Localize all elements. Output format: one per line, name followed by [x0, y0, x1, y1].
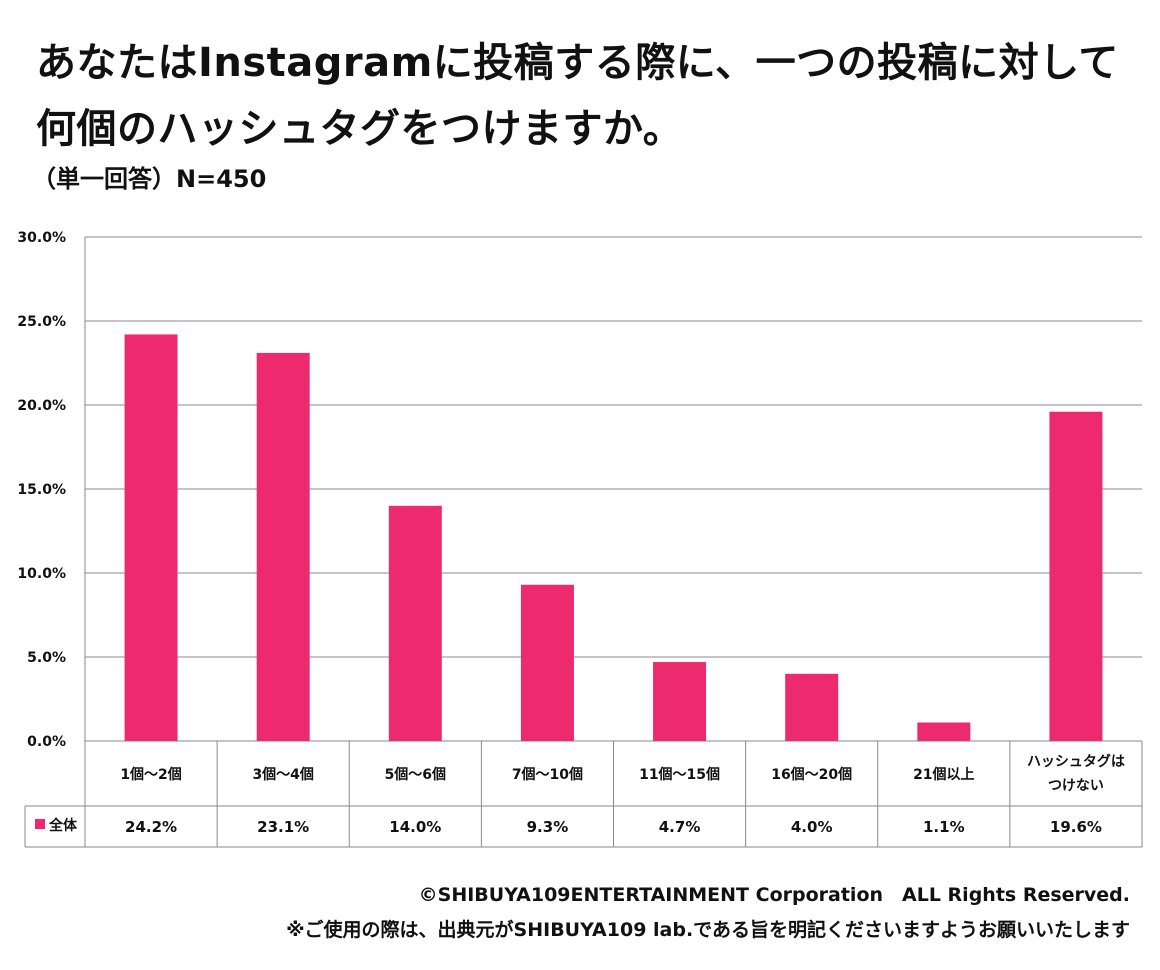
legend-label: 全体: [48, 817, 78, 834]
usage-note: ※ご使用の際は、出典元がSHIBUYA109 lab.である旨を明記くださいます…: [286, 919, 1130, 941]
x-tick-label: 7個～10個: [512, 766, 583, 783]
bar: [520, 584, 574, 741]
y-tick-label: 20.0%: [17, 398, 66, 414]
bar: [124, 334, 178, 741]
x-tick-label: ハッシュタグはつけない: [1027, 753, 1125, 794]
y-tick-label: 5.0%: [27, 650, 66, 666]
data-label: 14.0%: [389, 818, 441, 836]
chart-subtitle: （単一回答）N=450: [32, 165, 267, 193]
bar: [1049, 411, 1103, 741]
bar: [653, 662, 707, 741]
bar: [388, 505, 442, 741]
bar: [785, 673, 839, 741]
copyright-text: ©SHIBUYA109ENTERTAINMENT Corporation ALL…: [418, 884, 1130, 906]
data-label: 4.7%: [659, 818, 701, 836]
bar: [256, 352, 310, 741]
data-label: 1.1%: [923, 818, 965, 836]
x-tick-label: 11個～15個: [639, 766, 720, 783]
x-tick-label: 1個～2個: [120, 766, 181, 783]
x-tick-label: 3個～4個: [252, 766, 313, 783]
y-tick-label: 30.0%: [17, 230, 66, 246]
x-tick-label: 16個～20個: [771, 766, 852, 783]
y-tick-label: 0.0%: [27, 734, 66, 750]
data-label: 4.0%: [791, 818, 833, 836]
data-label: 19.6%: [1050, 818, 1102, 836]
y-tick-label: 15.0%: [17, 482, 66, 498]
x-tick-label: 21個以上: [913, 766, 974, 783]
data-label: 23.1%: [257, 818, 309, 836]
legend-swatch: [35, 819, 45, 829]
x-tick-label: 5個～6個: [385, 766, 446, 783]
data-label: 9.3%: [527, 818, 569, 836]
bar: [917, 722, 971, 741]
y-tick-label: 10.0%: [17, 566, 66, 582]
y-tick-label: 25.0%: [17, 314, 66, 330]
data-label: 24.2%: [125, 818, 177, 836]
chart-title: あなたはInstagramに投稿する際に、一つの投稿に対して何個のハッシュタグを…: [36, 40, 1119, 152]
